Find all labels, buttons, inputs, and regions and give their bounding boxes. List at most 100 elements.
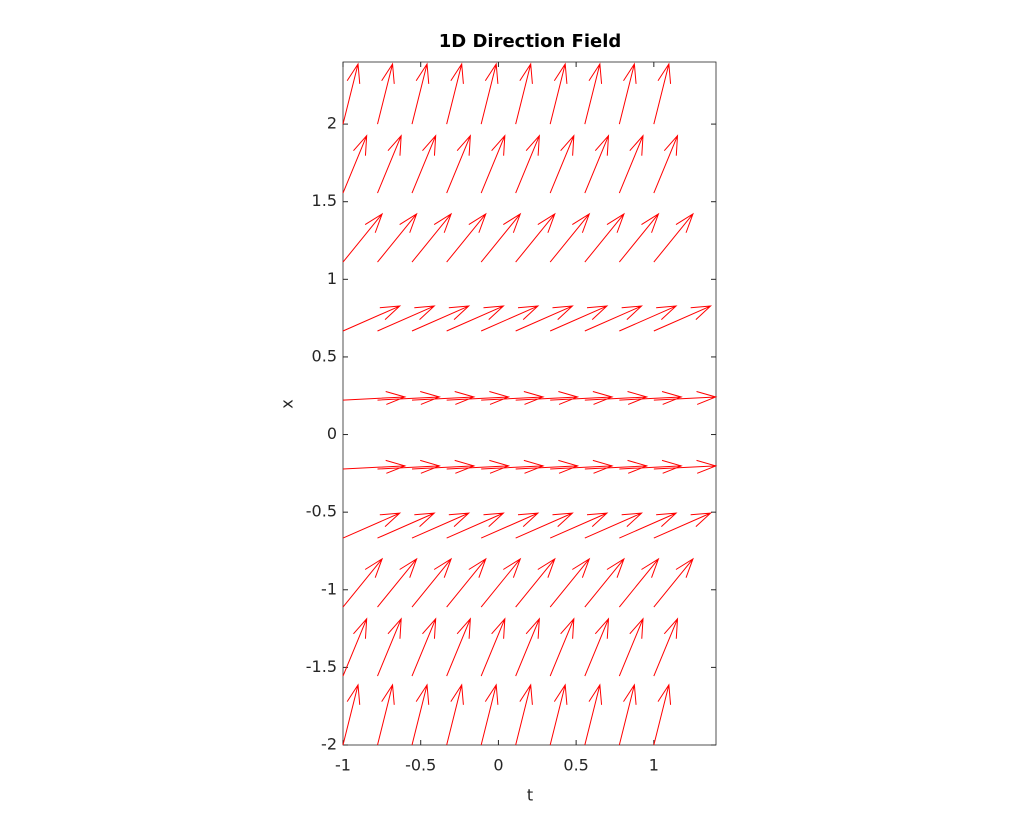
- arrow: [481, 459, 545, 474]
- arrow: [515, 305, 574, 332]
- arrow: [480, 62, 499, 125]
- arrow: [549, 134, 575, 194]
- arrow: [446, 134, 471, 194]
- arrow: [342, 557, 384, 608]
- arrow: [619, 512, 678, 539]
- y-axis-label: x: [278, 399, 297, 408]
- arrow: [515, 134, 540, 194]
- arrow: [411, 212, 453, 263]
- arrow: [377, 683, 395, 746]
- arrow: [653, 212, 694, 263]
- arrow: [377, 62, 395, 125]
- arrow: [411, 617, 437, 677]
- arrow: [584, 212, 625, 263]
- arrow: [584, 512, 643, 539]
- arrow: [584, 557, 625, 608]
- arrow: [411, 459, 476, 474]
- arrow: [550, 459, 614, 474]
- arrow: [550, 390, 614, 405]
- arrow: [480, 212, 522, 263]
- arrow: [618, 617, 644, 677]
- arrow: [411, 390, 476, 405]
- arrow: [584, 62, 603, 125]
- arrow: [446, 305, 505, 332]
- y-tick-label: 0.5: [312, 346, 337, 365]
- arrow: [515, 512, 574, 539]
- y-tick-label: 1.5: [312, 191, 337, 210]
- arrow: [342, 617, 368, 677]
- arrow: [549, 305, 609, 332]
- arrow: [411, 134, 437, 194]
- arrow: [584, 617, 610, 677]
- arrow: [342, 212, 384, 263]
- arrow: [411, 62, 430, 125]
- arrow: [515, 617, 540, 677]
- arrow: [653, 512, 712, 539]
- y-tick-label: 0: [327, 424, 337, 443]
- y-tick-label: -0.5: [306, 502, 337, 521]
- arrow: [411, 305, 471, 332]
- arrow: [653, 557, 694, 608]
- arrow: [653, 459, 718, 474]
- x-tick-label: -0.5: [405, 756, 436, 775]
- y-tick-label: 2: [327, 114, 337, 133]
- arrow: [446, 617, 471, 677]
- arrow: [515, 459, 580, 474]
- arrow: [480, 683, 499, 746]
- arrow: [377, 305, 436, 332]
- arrow: [549, 212, 591, 263]
- arrow: [446, 459, 511, 474]
- arrow: [618, 62, 637, 125]
- arrow: [515, 683, 533, 746]
- arrow: [619, 459, 683, 474]
- arrow: [653, 617, 679, 677]
- arrow: [342, 305, 402, 332]
- arrow: [411, 557, 453, 608]
- y-tick-label: 1: [327, 269, 337, 288]
- arrow: [515, 390, 580, 405]
- arrow: [619, 305, 678, 332]
- arrow: [584, 390, 649, 405]
- arrow: [342, 683, 361, 746]
- arrow: [584, 305, 643, 332]
- arrow: [446, 390, 511, 405]
- arrow: [618, 212, 660, 263]
- arrow: [377, 459, 441, 474]
- arrow: [446, 512, 505, 539]
- arrow: [377, 134, 402, 194]
- arrow: [342, 390, 407, 405]
- x-tick-label: -1: [335, 756, 351, 775]
- plot-box: [342, 61, 717, 746]
- arrow: [480, 134, 506, 194]
- arrow: [446, 212, 487, 263]
- arrow: [584, 134, 610, 194]
- arrow: [549, 557, 591, 608]
- arrow: [446, 683, 464, 746]
- x-tick-label: 1: [649, 756, 659, 775]
- arrow: [515, 212, 556, 263]
- arrow: [342, 512, 402, 539]
- arrow: [411, 683, 430, 746]
- arrow: [515, 62, 533, 125]
- arrow: [446, 62, 464, 125]
- arrow: [584, 683, 603, 746]
- arrow: [342, 459, 407, 474]
- x-tick-label: 0.5: [563, 756, 588, 775]
- arrow: [480, 617, 506, 677]
- arrow: [618, 557, 660, 608]
- arrow: [549, 62, 568, 125]
- arrow: [480, 305, 540, 332]
- y-tick-label: -1.5: [306, 657, 337, 676]
- arrow: [584, 459, 649, 474]
- arrow: [342, 62, 361, 125]
- arrow: [618, 134, 644, 194]
- y-tick-label: -1: [321, 579, 337, 598]
- arrow: [653, 134, 679, 194]
- arrow: [377, 512, 436, 539]
- arrow: [480, 557, 522, 608]
- arrow: [342, 134, 368, 194]
- arrow: [549, 512, 609, 539]
- arrow: [653, 305, 712, 332]
